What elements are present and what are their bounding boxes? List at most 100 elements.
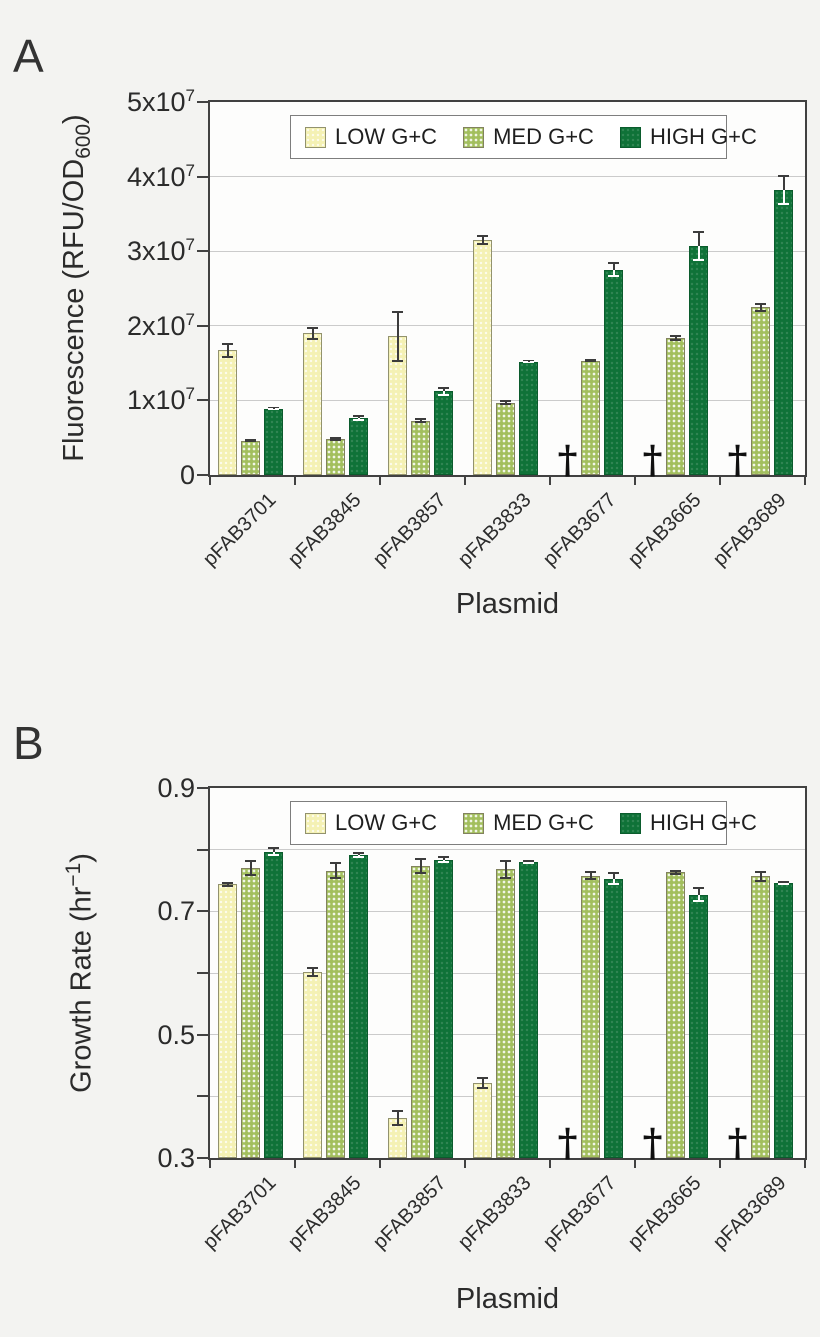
x-tick xyxy=(634,1160,636,1168)
error-bar-line-lower xyxy=(697,245,700,261)
error-bar-high-pFAB3665 xyxy=(693,231,704,261)
error-bar-med-pFAB3665 xyxy=(670,334,681,341)
error-bar-line-lower xyxy=(334,870,337,880)
bar-med-pFAB3701 xyxy=(241,867,260,1158)
error-bar-line-upper xyxy=(697,231,700,246)
x-tick xyxy=(209,477,211,485)
gridline xyxy=(210,849,805,851)
legend-swatch-low xyxy=(305,126,326,148)
error-bar-line-upper xyxy=(527,360,530,362)
error-bar-line-lower xyxy=(612,878,615,886)
dagger-pFAB3689: † xyxy=(727,436,748,482)
error-bar-line-lower xyxy=(782,882,785,886)
bar-low-pFAB3701 xyxy=(218,350,237,475)
legend-label-med: MED G+C xyxy=(493,124,594,149)
bar-med-pFAB3677 xyxy=(581,875,600,1158)
error-bar-line-lower xyxy=(481,240,484,246)
error-bar-line-upper xyxy=(481,1076,484,1083)
error-bar-high-pFAB3833 xyxy=(523,360,534,364)
error-bar-line-lower xyxy=(504,869,507,880)
bar-high-pFAB3833 xyxy=(519,862,538,1158)
error-bar-line-upper xyxy=(311,967,314,973)
y-tick xyxy=(197,787,208,789)
error-bar-high-pFAB3677 xyxy=(608,871,619,886)
bar-med-pFAB3665 xyxy=(666,872,685,1158)
error-bar-line-lower xyxy=(674,337,677,341)
bar-med-pFAB3857 xyxy=(411,420,430,475)
x-tick xyxy=(464,1160,466,1168)
error-bar-line-upper xyxy=(249,859,252,868)
error-bar-line-lower xyxy=(311,333,314,340)
error-bar-line-upper xyxy=(396,1109,399,1118)
error-bar-line-upper xyxy=(419,858,422,867)
error-bar-line-upper xyxy=(249,439,252,441)
error-bar-med-pFAB3845 xyxy=(330,436,341,442)
bar-high-pFAB3689 xyxy=(774,190,793,475)
error-bar-line-lower xyxy=(674,872,677,875)
legend-item-high: HIGH G+C xyxy=(619,124,757,150)
error-bar-high-pFAB3857 xyxy=(438,386,449,396)
error-bar-med-pFAB3845 xyxy=(330,862,341,880)
bar-low-pFAB3701 xyxy=(218,884,237,1158)
error-bar-line-upper xyxy=(442,856,445,860)
bar-med-pFAB3701 xyxy=(241,440,260,475)
bar-med-pFAB3857 xyxy=(411,866,430,1158)
error-bar-line-upper xyxy=(226,342,229,351)
legend-label-low: LOW G+C xyxy=(335,810,438,835)
y-tick-label: 0.5 xyxy=(157,1019,195,1050)
error-bar-med-pFAB3677 xyxy=(585,359,596,363)
bar-high-pFAB3857 xyxy=(434,391,453,475)
y-tick xyxy=(197,175,208,178)
error-bar-high-pFAB3857 xyxy=(438,856,449,863)
y-tick xyxy=(197,474,208,476)
error-bar-line-lower xyxy=(226,884,229,887)
error-bar-line-upper xyxy=(674,334,677,338)
error-bar-line-upper xyxy=(504,859,507,870)
error-bar-low-pFAB3857 xyxy=(392,310,403,362)
error-bar-line-upper xyxy=(759,302,762,308)
legend: LOW G+C MED G+C HIGH G+C xyxy=(290,115,757,159)
error-bar-line-upper xyxy=(527,859,530,862)
bar-low-pFAB3833 xyxy=(473,240,492,475)
x-tick xyxy=(549,1160,551,1168)
x-tick xyxy=(379,477,381,485)
bar-high-pFAB3845 xyxy=(349,855,368,1158)
x-tick xyxy=(379,1160,381,1168)
chart-a-y-axis-title: Fluorescence (RFU/OD600) xyxy=(58,114,95,462)
dagger-pFAB3665: † xyxy=(642,436,663,482)
bar-med-pFAB3689 xyxy=(751,307,770,475)
y-tick-label: 0 xyxy=(179,460,195,490)
error-bar-line-upper xyxy=(442,386,445,392)
error-bar-line-lower xyxy=(481,1082,484,1089)
legend-item-med: MED G+C xyxy=(463,124,594,150)
x-tick xyxy=(209,1160,211,1168)
x-tick xyxy=(719,477,721,485)
error-bar-line-upper xyxy=(612,262,615,270)
error-bar-med-pFAB3701 xyxy=(245,439,256,443)
error-bar-line-lower xyxy=(396,1117,399,1126)
bar-high-pFAB3665 xyxy=(689,245,708,475)
x-tick xyxy=(719,1160,721,1168)
bar-med-pFAB3833 xyxy=(496,869,515,1158)
error-bar-line-lower xyxy=(527,861,530,865)
error-bar-line-upper xyxy=(481,234,484,240)
error-bar-med-pFAB3701 xyxy=(245,859,256,876)
error-bar-low-pFAB3857 xyxy=(392,1109,403,1126)
y-tick-label: 2x107 xyxy=(126,309,195,341)
error-bar-med-pFAB3857 xyxy=(415,858,426,875)
gridline xyxy=(210,176,805,178)
bar-high-pFAB3857 xyxy=(434,859,453,1158)
error-bar-line-upper xyxy=(589,359,592,361)
error-bar-line-upper xyxy=(697,887,700,895)
error-bar-line-lower xyxy=(226,350,229,358)
error-bar-line-lower xyxy=(419,420,422,423)
legend-label-high: HIGH G+C xyxy=(649,124,757,149)
error-bar-line-upper xyxy=(782,880,785,883)
bar-low-pFAB3833 xyxy=(473,1082,492,1158)
y-tick xyxy=(197,1095,208,1098)
bar-low-pFAB3845 xyxy=(303,972,322,1158)
error-bar-line-lower xyxy=(527,361,530,364)
error-bar-low-pFAB3701 xyxy=(222,342,233,358)
legend-label-low: LOW G+C xyxy=(335,124,438,149)
legend: LOW G+C MED G+C HIGH G+C xyxy=(290,801,757,845)
